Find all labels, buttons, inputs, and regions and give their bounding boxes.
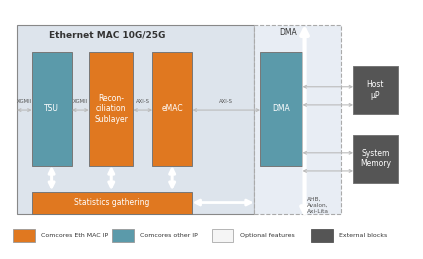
Text: Comcores other IP: Comcores other IP [140, 233, 198, 238]
Bar [260, 52, 302, 166]
Bar [152, 52, 192, 166]
Text: AXI-S: AXI-S [219, 99, 233, 104]
Bar [353, 135, 398, 183]
Text: Ethernet MAC 10G/25G: Ethernet MAC 10G/25G [49, 31, 165, 39]
Text: Optional features: Optional features [240, 233, 294, 238]
Text: Statistics gathering: Statistics gathering [74, 198, 150, 207]
Bar [17, 25, 254, 214]
Bar [311, 229, 333, 242]
Text: TSU: TSU [44, 104, 59, 113]
Text: External blocks: External blocks [339, 233, 387, 238]
Text: XGMII: XGMII [73, 99, 88, 104]
Bar [212, 229, 233, 242]
Bar [112, 229, 134, 242]
Bar [254, 25, 341, 214]
Text: AHB,
Avalon,
Axi-Lita: AHB, Avalon, Axi-Lita [307, 197, 329, 214]
Text: eMAC: eMAC [162, 104, 183, 113]
Bar [89, 52, 133, 166]
Text: Comcores Eth MAC IP: Comcores Eth MAC IP [41, 233, 108, 238]
Text: DMA: DMA [280, 28, 297, 37]
Text: XGMII: XGMII [17, 99, 32, 104]
Bar [32, 52, 72, 166]
Text: System
Memory: System Memory [360, 149, 391, 168]
Bar [353, 66, 398, 114]
Text: DMA: DMA [272, 104, 290, 113]
Text: Recon-
ciliation
Sublayer: Recon- ciliation Sublayer [94, 94, 128, 124]
Text: Host
μP: Host μP [367, 80, 384, 100]
Text: AXI-S: AXI-S [136, 99, 150, 104]
Bar [13, 229, 35, 242]
Bar [32, 192, 192, 214]
